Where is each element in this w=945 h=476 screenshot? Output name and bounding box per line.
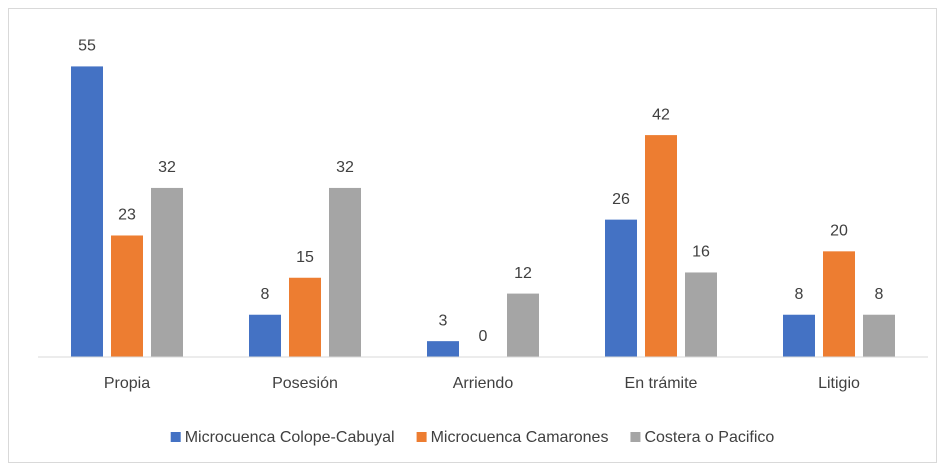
data-label: 8 — [261, 286, 270, 303]
legend-swatch — [630, 432, 641, 442]
x-tick-label: Posesión — [272, 375, 338, 392]
x-tick-label: En trámite — [625, 375, 698, 392]
data-label: 12 — [514, 265, 532, 282]
data-label: 20 — [830, 223, 848, 240]
data-label: 3 — [439, 312, 448, 329]
legend-label: Costera o Pacifico — [644, 429, 774, 446]
data-label: 8 — [795, 286, 804, 303]
bar — [249, 314, 281, 357]
x-tick-label: Arriendo — [453, 375, 514, 392]
data-label: 8 — [875, 286, 884, 303]
data-label: 23 — [118, 207, 136, 224]
bar — [289, 277, 321, 357]
legend-swatch — [416, 432, 427, 442]
data-label: 32 — [336, 159, 354, 176]
x-tick-label: Propia — [104, 375, 150, 392]
bar — [151, 187, 183, 357]
x-tick-label: Litigio — [818, 375, 860, 392]
bar — [329, 187, 361, 357]
bar — [823, 251, 855, 357]
legend-label: Microcuenca Colope-Cabuyal — [185, 429, 395, 446]
data-label: 0 — [479, 328, 488, 345]
data-label: 32 — [158, 159, 176, 176]
legend-label: Microcuenca Camarones — [431, 429, 609, 446]
data-label: 55 — [78, 38, 96, 55]
bar — [645, 135, 677, 357]
bar — [863, 314, 895, 357]
bar — [507, 293, 539, 357]
bar — [111, 235, 143, 357]
chart-border — [8, 8, 937, 463]
bar — [605, 219, 637, 357]
legend-swatch — [170, 432, 181, 442]
data-label: 16 — [692, 244, 710, 261]
data-label: 26 — [612, 191, 630, 208]
bar — [71, 66, 103, 358]
data-label: 15 — [296, 249, 314, 266]
data-label: 42 — [652, 106, 670, 123]
bar — [783, 314, 815, 357]
bar — [685, 272, 717, 357]
bar — [427, 341, 459, 357]
